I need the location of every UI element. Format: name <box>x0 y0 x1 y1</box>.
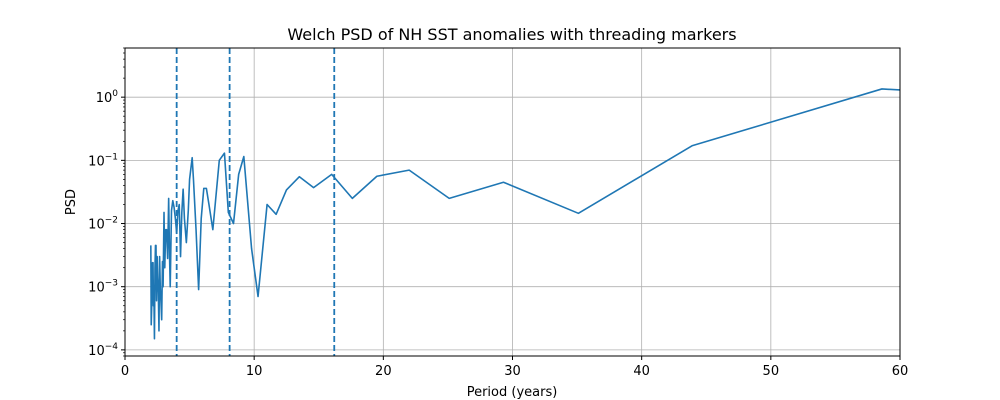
x-tick-label: 30 <box>504 364 521 379</box>
x-tick-label: 40 <box>633 364 650 379</box>
y-axis-ticks: 10−4 10−3 10−2 10−1 100 <box>88 47 125 359</box>
vline-layer <box>175 48 336 356</box>
psd-series-line <box>150 88 901 340</box>
x-axis-ticks: 0 10 20 30 40 50 60 <box>121 356 908 379</box>
x-tick-label: 0 <box>121 364 129 379</box>
plot-layer <box>150 88 901 340</box>
grid-layer <box>124 48 901 356</box>
y-tick-label: 100 <box>96 89 119 106</box>
y-tick-label: 10−1 <box>88 152 118 169</box>
y-tick-label: 10−3 <box>88 279 118 296</box>
y-axis-label: PSD <box>64 189 79 215</box>
chart-title: Welch PSD of NH SST anomalies with threa… <box>287 25 736 44</box>
y-tick-label: 10−4 <box>88 342 118 359</box>
x-tick-label: 50 <box>763 364 780 379</box>
x-tick-label: 20 <box>375 364 392 379</box>
x-tick-label: 10 <box>246 364 263 379</box>
y-tick-label: 10−2 <box>88 216 118 233</box>
x-axis-label: Period (years) <box>467 385 558 400</box>
x-tick-label: 60 <box>892 364 909 379</box>
